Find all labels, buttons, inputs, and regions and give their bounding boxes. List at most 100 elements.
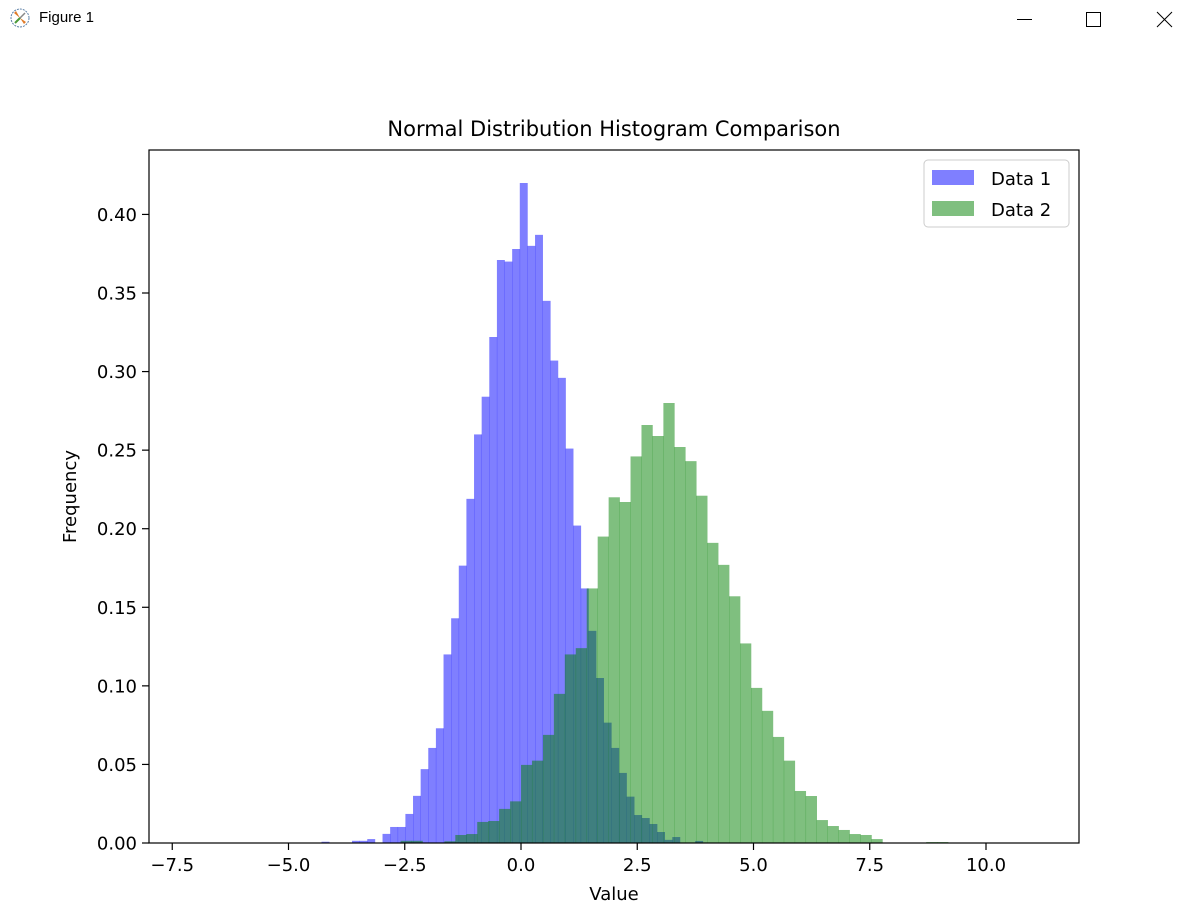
bar-data-2 [564, 654, 577, 843]
y-tick-label: 0.35 [97, 284, 137, 305]
bar-data-2 [652, 436, 664, 843]
bar-data-2 [619, 502, 631, 843]
bar-data-2 [586, 588, 598, 843]
minimize-button[interactable] [1000, 0, 1046, 40]
close-button[interactable] [1140, 0, 1186, 40]
bar-data-2 [521, 764, 533, 843]
bar-data-2 [411, 840, 423, 843]
y-tick-label: 0.10 [97, 676, 137, 697]
bar-data-1 [489, 337, 498, 843]
x-tick-label: 2.5 [623, 855, 652, 876]
bar-data-1 [481, 396, 490, 843]
y-tick-label: 0.15 [97, 598, 137, 619]
bar-data-1 [519, 183, 528, 843]
bar-data-1 [527, 245, 536, 843]
bar-data-1 [420, 769, 429, 843]
bar-data-2 [805, 796, 817, 843]
bar-data-2 [871, 839, 883, 843]
bar-data-2 [553, 693, 566, 843]
bar-data-1 [458, 565, 467, 843]
bar-data-2 [510, 801, 522, 843]
bar-data-2 [740, 643, 752, 843]
legend-label-data-1: Data 1 [991, 169, 1051, 190]
window-title: Figure 1 [39, 9, 95, 26]
bar-data-2 [794, 790, 807, 843]
x-axis-label: Value [589, 884, 638, 905]
bar-data-2 [838, 829, 850, 843]
legend-swatch-data-2 [932, 201, 974, 216]
histogram-bars [321, 183, 949, 844]
window-titlebar: Figure 1 [0, 0, 1199, 40]
bar-data-2 [466, 834, 478, 843]
bar-data-1 [496, 260, 505, 843]
bar-data-2 [718, 564, 730, 843]
bar-data-1 [565, 448, 574, 843]
bar-data-2 [827, 826, 839, 843]
bar-data-2 [488, 821, 500, 843]
y-tick-label: 0.25 [97, 441, 137, 462]
bar-data-2 [400, 840, 412, 843]
bar-data-1 [542, 300, 551, 843]
x-tick-label: 10.0 [966, 855, 1006, 876]
bar-data-2 [674, 447, 686, 843]
bar-data-1 [535, 234, 543, 843]
bar-data-1 [397, 826, 406, 843]
x-tick-label: 7.5 [855, 855, 884, 876]
bar-data-1 [550, 360, 559, 843]
bar-data-2 [860, 834, 872, 843]
x-tick-label: −2.5 [383, 855, 427, 876]
bar-data-1 [413, 795, 421, 843]
bar-data-2 [707, 542, 719, 843]
bar-data-2 [696, 495, 708, 843]
bar-data-1 [390, 826, 399, 843]
x-tick-label: 5.0 [739, 855, 768, 876]
bar-data-2 [663, 403, 675, 843]
chart-title: Normal Distribution Histogram Comparison [387, 117, 840, 141]
bar-data-2 [575, 648, 588, 843]
x-axis-ticks: −7.5 −5.0 −2.5 0.0 2.5 5.0 7.5 10.0 [150, 843, 1006, 876]
bar-data-1 [512, 249, 521, 843]
bar-data-2 [641, 425, 653, 843]
bar-data-1 [474, 434, 482, 843]
bar-data-1 [504, 261, 513, 844]
bar-data-1 [443, 654, 452, 843]
legend-swatch-data-1 [932, 170, 974, 185]
y-axis-ticks: 0.00 0.05 0.10 0.15 0.20 0.25 0.30 0.35 0.40 [97, 205, 149, 855]
bar-data-2 [531, 760, 544, 843]
bar-data-1 [352, 840, 360, 843]
bar-data-2 [444, 841, 456, 843]
bar-data-2 [783, 760, 796, 843]
close-icon [1156, 11, 1173, 28]
bar-data-2 [761, 710, 774, 843]
legend-label-data-2: Data 2 [991, 200, 1051, 221]
maximize-icon [1086, 12, 1101, 27]
y-tick-label: 0.05 [97, 755, 137, 776]
legend: Data 1 Data 2 [923, 159, 1070, 228]
matplotlib-app-icon [10, 8, 30, 28]
bar-data-1 [435, 728, 444, 843]
bar-data-1 [405, 813, 414, 843]
bar-data-1 [451, 618, 460, 843]
axes-frame [148, 149, 1080, 844]
bar-data-2 [849, 834, 861, 843]
y-tick-label: 0.30 [97, 362, 137, 383]
maximize-button[interactable] [1070, 0, 1116, 40]
y-tick-label: 0.20 [97, 519, 137, 540]
bar-data-2 [542, 734, 555, 843]
bar-data-2 [597, 536, 609, 843]
x-tick-label: −7.5 [150, 855, 194, 876]
bar-data-1 [557, 377, 566, 843]
bar-data-2 [477, 821, 489, 843]
bar-data-2 [816, 820, 828, 843]
bar-data-1 [367, 839, 376, 843]
bar-data-1 [428, 747, 437, 843]
y-axis-label: Frequency [60, 450, 81, 543]
bar-data-2 [630, 456, 642, 843]
minimize-icon [1017, 19, 1032, 20]
x-tick-label: −5.0 [267, 855, 311, 876]
bar-data-2 [750, 687, 763, 843]
bar-data-2 [729, 596, 741, 843]
x-tick-label: 0.0 [507, 855, 536, 876]
y-tick-label: 0.00 [97, 834, 137, 855]
